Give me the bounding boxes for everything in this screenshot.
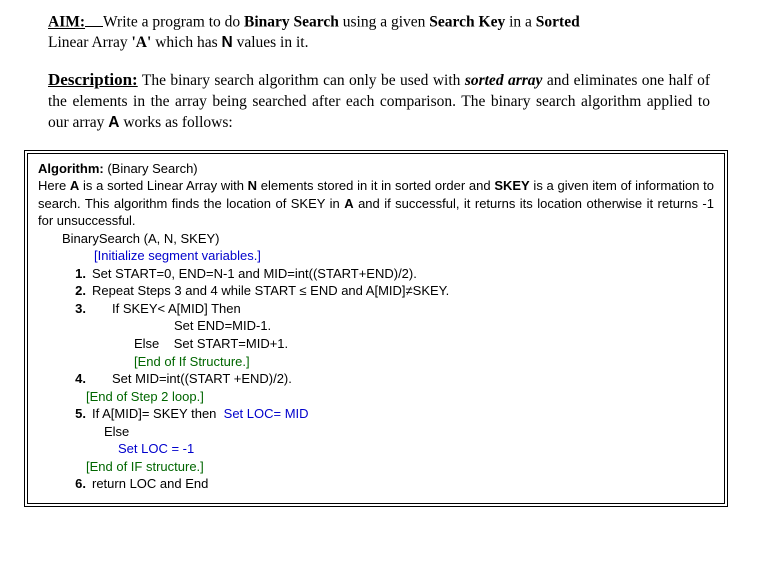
step-5-text: If A[MID]= SKEY then Set LOC= MID xyxy=(92,405,714,423)
step-6-text: return LOC and End xyxy=(92,475,714,493)
desc-a: A xyxy=(108,114,119,131)
p1A: A xyxy=(70,178,79,193)
end-step2-loop: [End of Step 2 loop.] xyxy=(38,388,714,406)
s5b: Set LOC= MID xyxy=(216,406,308,421)
step-5-setloc: Set LOC = -1 xyxy=(38,440,714,458)
aim-label: AIM: xyxy=(48,14,85,31)
p1a: Here xyxy=(38,178,70,193)
aim-underline-gap xyxy=(85,10,103,27)
else-word: Else xyxy=(134,336,159,351)
aim2-end: values in it. xyxy=(233,34,309,51)
step-2: 2. Repeat Steps 3 and 4 while START ≤ EN… xyxy=(38,282,714,300)
n-bold: N xyxy=(221,34,232,51)
algo-signature: BinarySearch (A, N, SKEY) xyxy=(38,230,714,248)
p1N: N xyxy=(248,178,257,193)
step-3-set-end: Set END=MID-1. xyxy=(38,317,714,335)
step-6-num: 6. xyxy=(62,475,92,493)
step-1: 1. Set START=0, END=N-1 and MID=int((STA… xyxy=(38,265,714,283)
search-key: Search Key xyxy=(429,14,505,31)
step-5-else: Else xyxy=(38,423,714,441)
step-1-num: 1. xyxy=(62,265,92,283)
description-block: Description: The binary search algorithm… xyxy=(48,69,710,134)
algo-init-comment: [Initialize segment variables.] xyxy=(38,247,714,265)
algorithm-box-outer: Algorithm: (Binary Search) Here A is a s… xyxy=(24,150,728,507)
algo-title-rest: (Binary Search) xyxy=(104,161,198,176)
step-3-else: Else Set START=MID+1. xyxy=(38,335,714,353)
step-3-num: 3. xyxy=(62,300,92,318)
aim-line-2: Linear Array 'A' which has N values in i… xyxy=(48,33,710,53)
aim-text-2: using a given xyxy=(339,14,429,31)
aim-text-3: in a xyxy=(505,14,536,31)
p1A2: A xyxy=(344,196,353,211)
end-if-1: [End of If Structure.] xyxy=(38,353,714,371)
sorted-word: Sorted xyxy=(536,14,580,31)
step-3-text: If SKEY< A[MID] Then xyxy=(92,300,714,318)
desc-t1: The binary search algorithm can only be … xyxy=(138,72,465,89)
step-1-text: Set START=0, END=N-1 and MID=int((START+… xyxy=(92,265,714,283)
binary-search: Binary Search xyxy=(244,14,339,31)
step-3: 3. If SKEY< A[MID] Then xyxy=(38,300,714,318)
aim-text-1: Write a program to do xyxy=(103,14,244,31)
step-5: 5. If A[MID]= SKEY then Set LOC= MID xyxy=(38,405,714,423)
sorted-array-bi: sorted array xyxy=(465,72,543,89)
algo-title: Algorithm: (Binary Search) xyxy=(38,160,714,178)
s5a: If A[MID]= SKEY then xyxy=(92,406,216,421)
else-set: Set START=MID+1. xyxy=(159,336,288,351)
algo-title-bold: Algorithm: xyxy=(38,161,104,176)
p1SKEY: SKEY xyxy=(494,178,529,193)
algo-paragraph: Here A is a sorted Linear Array with N e… xyxy=(38,177,714,230)
aim2-mid: which has xyxy=(151,34,221,51)
step-4-num: 4. xyxy=(62,370,92,388)
step-6: 6. return LOC and End xyxy=(38,475,714,493)
step-5-num: 5. xyxy=(62,405,92,423)
description-label: Description: xyxy=(48,70,138,89)
aim2-pre: Linear Array xyxy=(48,34,132,51)
p1c: elements stored in it in sorted order an… xyxy=(257,178,494,193)
array-a: 'A' xyxy=(132,34,152,51)
step-4: 4. Set MID=int((START +END)/2). xyxy=(38,370,714,388)
p1b: is a sorted Linear Array with xyxy=(79,178,247,193)
algorithm-box-inner: Algorithm: (Binary Search) Here A is a s… xyxy=(27,153,725,504)
step-2-num: 2. xyxy=(62,282,92,300)
end-if-2: [End of IF structure.] xyxy=(38,458,714,476)
step-4-text: Set MID=int((START +END)/2). xyxy=(92,370,714,388)
desc-t3: works as follows: xyxy=(119,114,232,131)
document-page: AIM:Write a program to do Binary Search … xyxy=(0,0,758,134)
step-2-text: Repeat Steps 3 and 4 while START ≤ END a… xyxy=(92,282,714,300)
aim-line-1: AIM:Write a program to do Binary Search … xyxy=(48,10,710,33)
